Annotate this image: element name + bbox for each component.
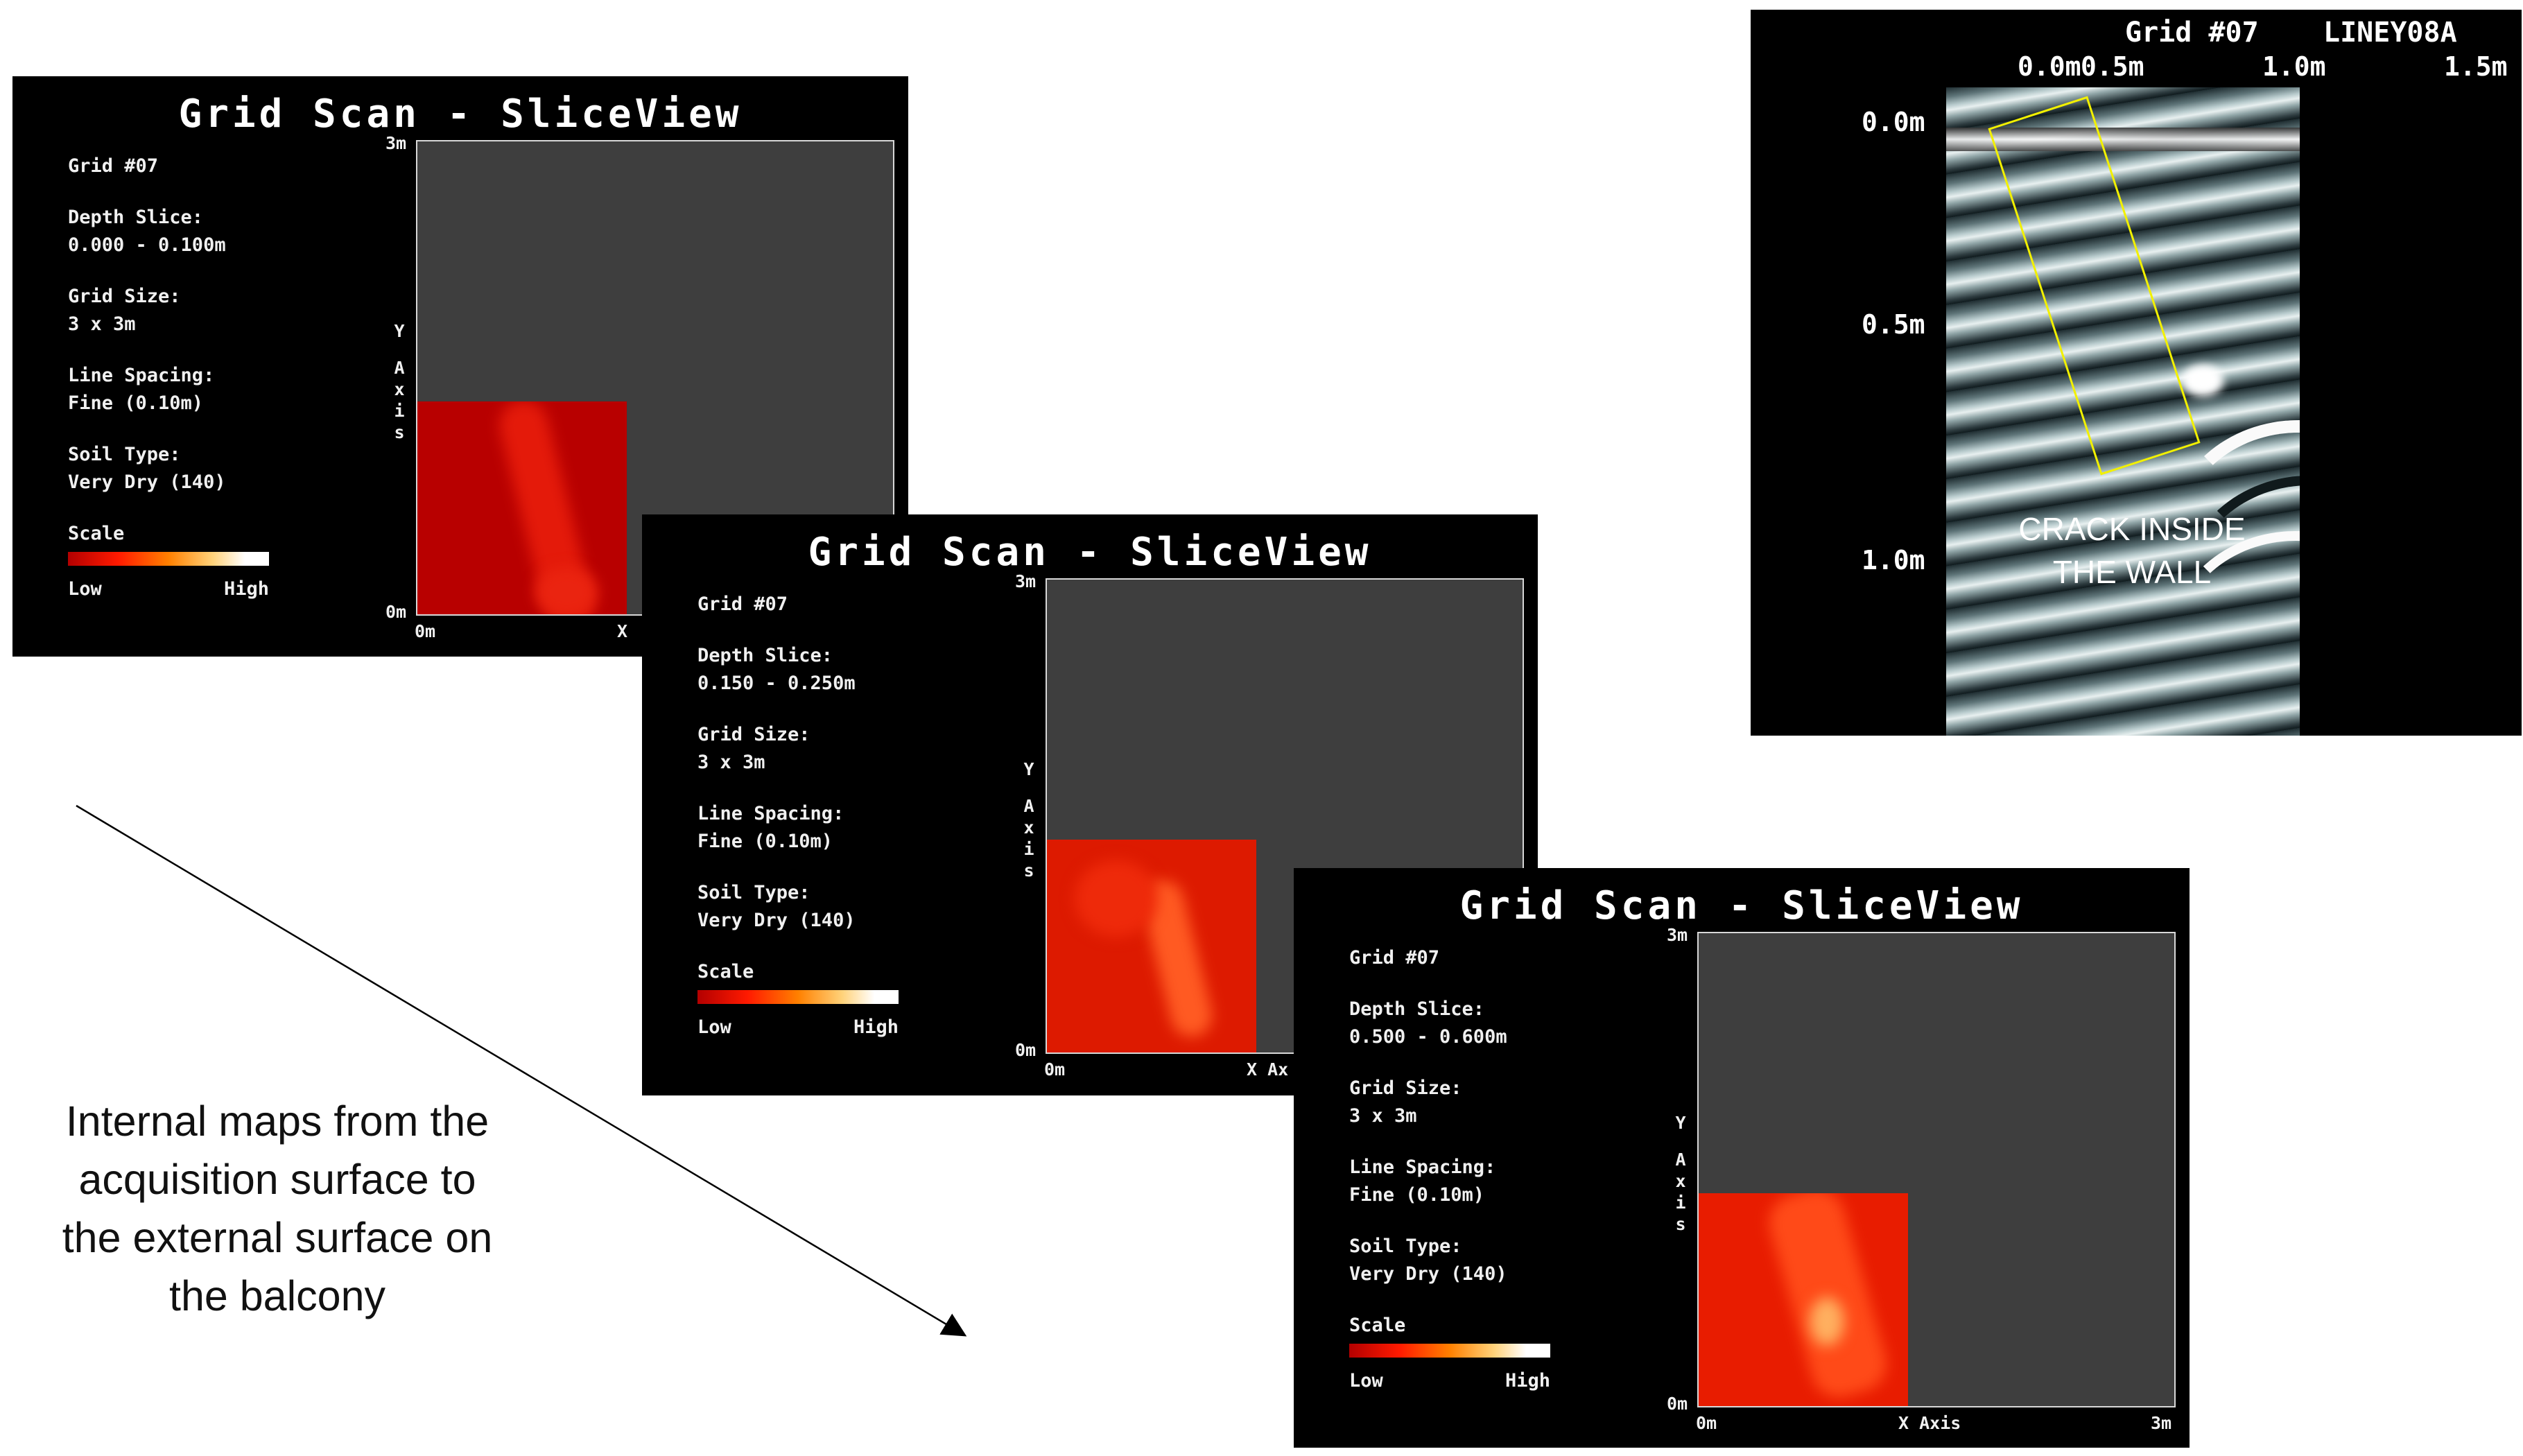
- x-left-tick: 0m: [1696, 1413, 1717, 1433]
- scale-label: Scale: [697, 961, 754, 982]
- grid-label: Grid #07: [1349, 947, 1440, 969]
- y-top-tick: 3m: [1667, 925, 1688, 945]
- slice-view-panel-3: Grid Scan - SliceView Grid #07 Depth Sli…: [1294, 868, 2190, 1448]
- gpr-radargram-panel: Grid #07 LINEY08A 0.0m 0.5m 1.0m 1.5m 0.…: [1751, 10, 2522, 736]
- grid-size-label: Grid Size:: [697, 724, 810, 745]
- grid-size-label: Grid Size:: [68, 286, 181, 307]
- scale-high: High: [1505, 1370, 1550, 1392]
- depth-slice-heatmap: [417, 401, 627, 614]
- y-tick-1: 0.5m: [1862, 309, 1925, 340]
- slice-plot: [1697, 932, 2176, 1407]
- info-block: Grid #07 Depth Slice: 0.000 - 0.100m Grid…: [68, 153, 373, 603]
- x-left-tick: 0m: [1044, 1059, 1066, 1080]
- soil-type-label: Soil Type:: [68, 444, 181, 465]
- slice-plot: [1046, 578, 1524, 1054]
- depth-slice-value: 0.000 - 0.100m: [68, 234, 226, 256]
- x-axis-label: X Axis: [1898, 1413, 1961, 1433]
- line-spacing-label: Line Spacing:: [68, 365, 215, 386]
- grid-label: Grid #07: [697, 593, 788, 615]
- grid-size-value: 3 x 3m: [697, 752, 765, 773]
- grid-size-label: Grid Size:: [1349, 1077, 1462, 1099]
- panel-title: Grid Scan - SliceView: [178, 92, 743, 137]
- y-top-tick: 3m: [1015, 571, 1037, 591]
- soil-type-value: Very Dry (140): [697, 910, 856, 931]
- color-scale-bar: [697, 990, 899, 1004]
- scale-high: High: [853, 1016, 899, 1038]
- info-block: Grid #07 Depth Slice: 0.150 - 0.250m Grid…: [697, 591, 1003, 1041]
- x-axis-label: X: [617, 621, 628, 641]
- depth-slice-label: Depth Slice:: [697, 645, 833, 666]
- soil-type-label: Soil Type:: [697, 882, 810, 903]
- x-tick-2: 1.0m: [2262, 51, 2326, 82]
- caption-text: Internal maps from the acquisition surfa…: [62, 1098, 493, 1319]
- scale-low: Low: [697, 1016, 731, 1038]
- x-right-tick: 3m: [2151, 1413, 2172, 1433]
- color-scale-bar: [68, 552, 269, 566]
- radargram-image: [1946, 87, 2300, 736]
- depth-slice-value: 0.500 - 0.600m: [1349, 1026, 1507, 1048]
- depth-slice-heatmap: [1047, 840, 1256, 1052]
- line-spacing-value: Fine (0.10m): [68, 392, 204, 414]
- arrow-line: [76, 804, 967, 1337]
- scale-label: Scale: [68, 523, 125, 544]
- y-tick-2: 1.0m: [1862, 545, 1925, 575]
- info-block: Grid #07 Depth Slice: 0.500 - 0.600m Grid…: [1349, 944, 1654, 1395]
- y-tick-0: 0.0m: [1862, 107, 1925, 137]
- x-tick-3: 1.5m: [2444, 51, 2508, 82]
- panel-title: Grid Scan - SliceView: [808, 530, 1372, 575]
- depth-slice-label: Depth Slice:: [68, 207, 204, 228]
- scale-high: High: [223, 578, 269, 600]
- grid-size-value: 3 x 3m: [68, 313, 136, 335]
- scale-low: Low: [1349, 1370, 1383, 1392]
- x-tick-1: 0.5m: [2081, 51, 2144, 82]
- y-bottom-tick: 0m: [1015, 1040, 1037, 1060]
- panel-title: Grid Scan - SliceView: [1459, 883, 2024, 928]
- grid-label: Grid #07: [68, 155, 159, 177]
- x-left-tick: 0m: [415, 621, 436, 641]
- scale-label: Scale: [1349, 1315, 1406, 1336]
- radargram-grid-title: Grid #07: [2125, 17, 2259, 49]
- line-spacing-label: Line Spacing:: [1349, 1156, 1496, 1178]
- slice-view-panel-2: Grid Scan - SliceView Grid #07 Depth Sli…: [642, 514, 1538, 1095]
- x-tick-0: 0.0m: [2018, 51, 2081, 82]
- grid-size-value: 3 x 3m: [1349, 1105, 1417, 1127]
- soil-type-value: Very Dry (140): [68, 471, 226, 493]
- x-axis-label: X Ax: [1247, 1059, 1289, 1080]
- line-spacing-value: Fine (0.10m): [697, 831, 833, 852]
- line-spacing-value: Fine (0.10m): [1349, 1184, 1485, 1206]
- radargram-line-id: LINEY08A: [2323, 17, 2457, 49]
- depth-slice-label: Depth Slice:: [1349, 998, 1485, 1020]
- scale-low: Low: [68, 578, 102, 600]
- color-scale-bar: [1349, 1344, 1550, 1358]
- crack-annotation: CRACK INSIDE THE WALL: [2018, 511, 2246, 590]
- depth-slice-value: 0.150 - 0.250m: [697, 673, 856, 694]
- soil-type-label: Soil Type:: [1349, 1236, 1462, 1257]
- soil-type-value: Very Dry (140): [1349, 1263, 1507, 1285]
- y-top-tick: 3m: [385, 133, 407, 153]
- depth-slice-heatmap: [1699, 1193, 1908, 1406]
- y-bottom-tick: 0m: [1667, 1394, 1688, 1414]
- line-spacing-label: Line Spacing:: [697, 803, 844, 824]
- y-bottom-tick: 0m: [385, 602, 407, 622]
